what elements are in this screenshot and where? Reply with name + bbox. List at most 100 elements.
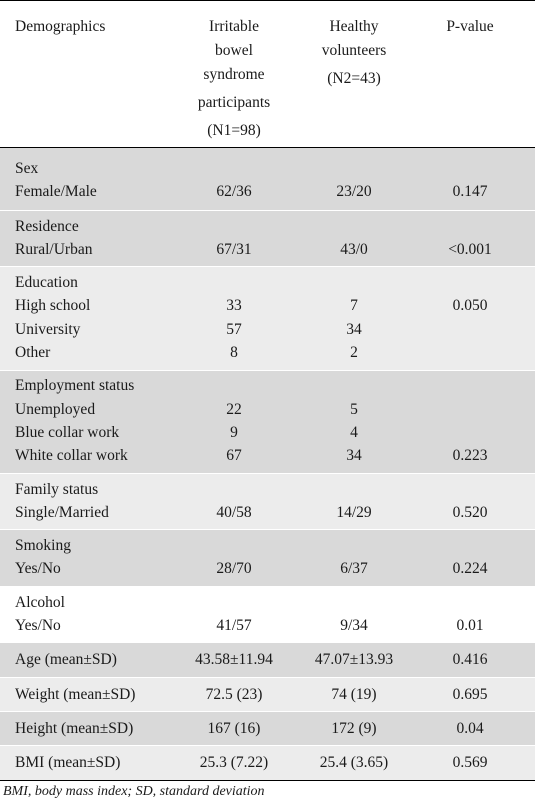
table-row: Rural/Urban 67/31 43/0 <0.001	[0, 238, 535, 261]
cell-ibs: 43.58±11.94	[195, 651, 273, 669]
row-label: Female/Male	[15, 183, 97, 201]
cell-ibs: 40/58	[216, 503, 252, 521]
row-label: Age (mean±SD)	[15, 651, 117, 669]
group-bmi: BMI (mean±SD) 25.3 (7.22) 25.4 (3.65) 0.…	[0, 746, 535, 781]
group-title: Alcohol	[15, 593, 65, 611]
cell-pvalue: 0.520	[452, 503, 488, 521]
table-row: Yes/No 41/57 9/34 0.01	[0, 614, 535, 637]
group-title: Education	[15, 274, 78, 292]
group-title: Sex	[15, 160, 39, 177]
header-hv-line: (N2=43)	[327, 70, 381, 87]
row-label: Yes/No	[15, 617, 61, 635]
row-label: Rural/Urban	[15, 240, 93, 258]
header-ibs-line: Irritable	[209, 18, 259, 35]
cell-hv: 2	[350, 344, 358, 362]
cell-ibs: 28/70	[216, 560, 252, 578]
cell-ibs: 67	[226, 447, 242, 465]
cell-pvalue: 0.050	[452, 297, 488, 315]
header-ibs-line: bowel	[215, 42, 253, 59]
header-ibs-line: (N1=98)	[207, 122, 261, 139]
group-weight: Weight (mean±SD) 72.5 (23) 74 (19) 0.695	[0, 677, 535, 712]
cell-hv: 4	[350, 423, 358, 441]
row-label: University	[15, 320, 81, 338]
group-education: Education High school 33 7 0.050 Univers…	[0, 267, 535, 372]
cell-pvalue: 0.695	[452, 685, 488, 703]
group-family-status: Family status Single/Married 40/58 14/29…	[0, 473, 535, 531]
row-label: High school	[15, 297, 91, 315]
table-header: Demographics Irritable bowel syndrome pa…	[0, 0, 535, 148]
cell-pvalue: 0.569	[452, 754, 488, 772]
cell-hv: 25.4 (3.65)	[319, 754, 389, 772]
cell-hv: 23/20	[336, 183, 372, 201]
cell-ibs: 167 (16)	[207, 719, 261, 737]
cell-hv: 5	[350, 400, 358, 418]
table-row: BMI (mean±SD) 25.3 (7.22) 25.4 (3.65) 0.…	[0, 751, 535, 774]
row-label: Other	[15, 344, 51, 362]
table-row: University 57 34	[0, 318, 535, 341]
cell-hv: 34	[346, 447, 362, 465]
table-footnote: BMI, body mass index; SD, standard devia…	[3, 784, 265, 799]
cell-ibs: 8	[230, 344, 238, 362]
cell-hv: 172 (9)	[331, 719, 377, 737]
group-smoking: Smoking Yes/No 28/70 6/37 0.224	[0, 530, 535, 587]
row-label: White collar work	[15, 447, 128, 465]
header-ibs-line: participants	[197, 94, 271, 111]
cell-hv: 7	[350, 297, 358, 315]
cell-pvalue: 0.04	[456, 719, 484, 737]
cell-ibs: 33	[226, 297, 242, 315]
group-employment: Employment status Unemployed 22 5 Blue c…	[0, 371, 535, 474]
cell-pvalue: 0.416	[452, 651, 488, 669]
group-title: Residence	[15, 217, 79, 235]
header-pvalue: P-value	[446, 18, 494, 35]
table-row: Other 8 2	[0, 341, 535, 364]
table-row: High school 33 7 0.050	[0, 294, 535, 317]
row-label: Blue collar work	[15, 423, 120, 441]
cell-pvalue: 0.147	[452, 183, 488, 201]
header-hv-line: volunteers	[321, 42, 387, 59]
cell-ibs: 67/31	[216, 240, 252, 258]
group-sex: Sex Female/Male 62/36 23/20 0.147	[0, 148, 535, 211]
group-height: Height (mean±SD) 167 (16) 172 (9) 0.04	[0, 711, 535, 747]
group-residence: Residence Rural/Urban 67/31 43/0 <0.001	[0, 210, 535, 268]
cell-ibs: 9	[230, 423, 238, 441]
group-age: Age (mean±SD) 43.58±11.94 47.07±13.93 0.…	[0, 643, 535, 678]
group-title: Employment status	[15, 377, 135, 395]
header-hv-line: Healthy	[329, 18, 379, 35]
row-label: Unemployed	[15, 400, 96, 418]
table-row: Female/Male 62/36 23/20 0.147	[0, 180, 535, 203]
cell-pvalue: 0.01	[456, 617, 484, 635]
cell-hv: 14/29	[336, 503, 372, 521]
cell-hv: 47.07±13.93	[314, 651, 394, 669]
table-row: White collar work 67 34 0.223	[0, 444, 535, 467]
table-row: Yes/No 28/70 6/37 0.224	[0, 557, 535, 580]
cell-ibs: 41/57	[216, 617, 252, 635]
row-label: Yes/No	[15, 560, 61, 578]
header-demographics: Demographics	[15, 18, 106, 35]
cell-ibs: 62/36	[216, 183, 252, 201]
row-label: Weight (mean±SD)	[15, 685, 136, 703]
cell-ibs: 72.5 (23)	[205, 685, 263, 703]
table-row: Weight (mean±SD) 72.5 (23) 74 (19) 0.695	[0, 683, 535, 706]
cell-pvalue: 0.224	[452, 560, 488, 578]
cell-hv: 34	[346, 320, 362, 338]
cell-pvalue: <0.001	[448, 240, 492, 258]
cell-hv: 9/34	[340, 617, 368, 635]
row-label: BMI (mean±SD)	[15, 754, 121, 772]
cell-ibs: 22	[226, 400, 242, 418]
cell-hv: 6/37	[340, 560, 368, 578]
table-row: Unemployed 22 5	[0, 398, 535, 421]
header-healthy-volunteers: Healthy volunteers (N2=43)	[300, 15, 408, 91]
demographics-table: Demographics Irritable bowel syndrome pa…	[0, 0, 535, 781]
cell-ibs: 25.3 (7.22)	[199, 754, 269, 772]
cell-ibs: 57	[226, 320, 242, 338]
header-ibs-participants: Irritable bowel syndrome participants (N…	[180, 15, 288, 143]
cell-hv: 74 (19)	[331, 685, 377, 703]
cell-pvalue: 0.223	[452, 447, 488, 465]
header-ibs-line: syndrome	[203, 66, 265, 83]
cell-hv: 43/0	[340, 240, 368, 258]
row-label: Height (mean±SD)	[15, 719, 134, 737]
table-row: Age (mean±SD) 43.58±11.94 47.07±13.93 0.…	[0, 648, 535, 671]
table-row: Blue collar work 9 4	[0, 421, 535, 444]
group-alcohol: Alcohol Yes/No 41/57 9/34 0.01	[0, 586, 535, 644]
group-title: Family status	[15, 480, 99, 498]
